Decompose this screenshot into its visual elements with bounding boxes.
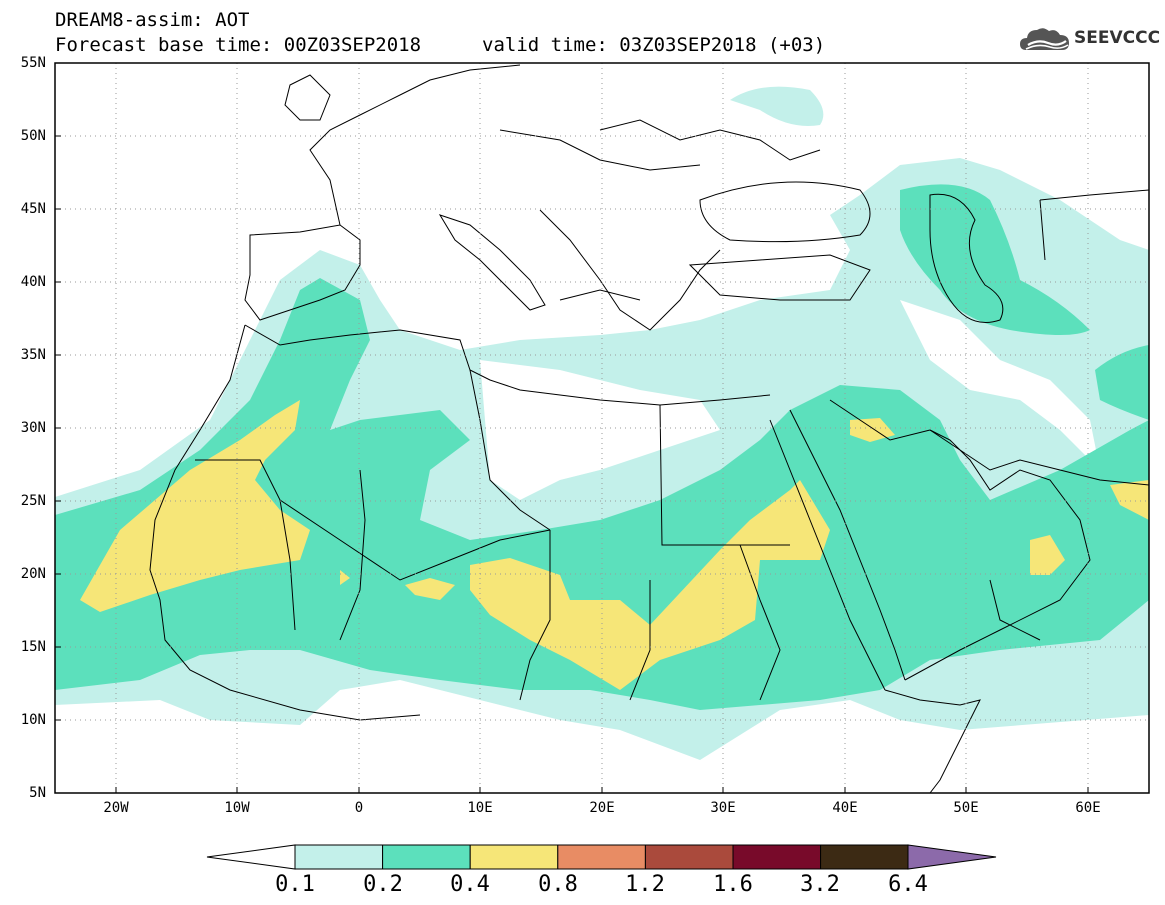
- lat-label: 45N: [20, 201, 46, 217]
- colorbar-label: 0.2: [363, 872, 403, 897]
- colorbar-label: 1.6: [713, 872, 753, 897]
- lon-label: 40E: [832, 800, 858, 816]
- colorbar-label: 1.2: [625, 872, 665, 897]
- lon-label: 30E: [710, 800, 736, 816]
- cloud-icon: [1020, 28, 1069, 50]
- lon-label: 50E: [953, 800, 979, 816]
- aot-contour-0.4: [80, 400, 1149, 690]
- lon-label: 10W: [224, 800, 250, 816]
- lon-label: 20E: [589, 800, 615, 816]
- lat-label: 40N: [20, 274, 46, 290]
- aot-contour-0.2: [55, 184, 1149, 710]
- logo-text: SEEVCCC: [1074, 28, 1161, 48]
- colorbar-label: 0.8: [538, 872, 578, 897]
- lat-label: 5N: [29, 785, 46, 801]
- lat-label: 25N: [20, 493, 46, 509]
- lat-label: 50N: [20, 128, 46, 144]
- lat-label: 10N: [20, 712, 46, 728]
- colorbar-label: 0.4: [450, 872, 490, 897]
- coastlines-borders: [149, 64, 1149, 793]
- lat-label: 35N: [20, 347, 46, 363]
- colorbar-label: 3.2: [800, 872, 840, 897]
- axis-ticks: [55, 135, 1089, 793]
- aot-field: [55, 63, 1149, 793]
- lon-label: 20W: [103, 800, 129, 816]
- lat-label: 30N: [20, 420, 46, 436]
- graticule: [55, 63, 1149, 793]
- colorbar-label: 0.1: [275, 872, 315, 897]
- map-title: DREAM8-assim: AOT: [55, 9, 250, 31]
- lat-label: 15N: [20, 639, 46, 655]
- colorbar-label: 6.4: [888, 872, 928, 897]
- lon-label: 60E: [1075, 800, 1101, 816]
- lon-label: 0: [354, 800, 364, 816]
- valid-time: valid time: 03Z03SEP2018 (+03): [482, 34, 826, 56]
- lon-label: 10E: [467, 800, 493, 816]
- lat-label: 55N: [20, 55, 46, 71]
- seevccc-logo: SEEVCCC: [1018, 24, 1161, 56]
- forecast-base-time: Forecast base time: 00Z03SEP2018: [55, 34, 422, 56]
- lat-label: 20N: [20, 566, 46, 582]
